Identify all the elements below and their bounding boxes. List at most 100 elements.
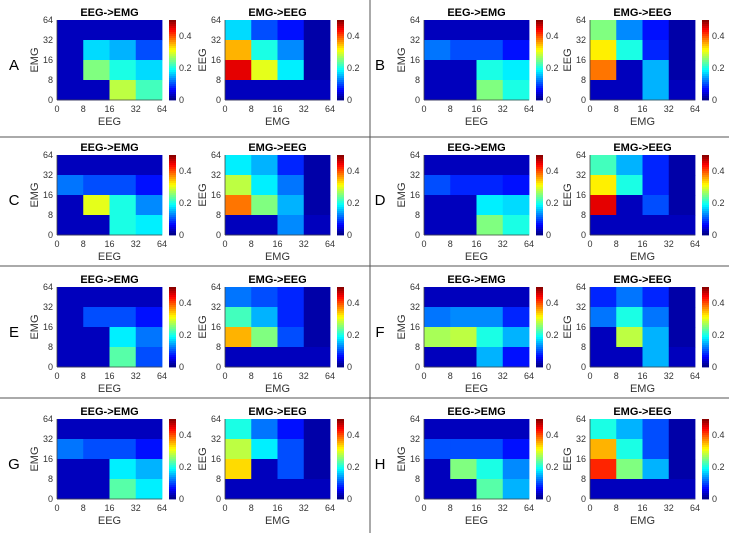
colorbar-segment	[169, 171, 176, 174]
colorbar-segment	[337, 199, 344, 202]
colorbar-segment	[702, 349, 709, 352]
colorbar-segment	[169, 425, 176, 428]
heatmap-cell	[590, 155, 617, 176]
y-tick-label: 32	[43, 434, 53, 444]
colorbar-segment	[337, 317, 344, 320]
colorbar-segment	[536, 203, 543, 206]
colorbar-segment	[702, 315, 709, 318]
heatmap-cell	[476, 195, 504, 216]
colorbar-tick-label: 0.4	[712, 166, 725, 176]
colorbar-segment	[337, 305, 344, 308]
colorbar-segment	[536, 453, 543, 456]
x-tick-label: 64	[325, 104, 335, 114]
colorbar-segment	[702, 441, 709, 444]
heatmap-cell	[109, 60, 137, 81]
colorbar-segment	[337, 445, 344, 448]
heatmap-cell	[135, 347, 163, 368]
colorbar-segment	[702, 493, 709, 496]
heatmap-cell	[450, 327, 477, 348]
heatmap-cell	[424, 80, 451, 101]
heatmap-cell	[642, 419, 670, 440]
colorbar-segment	[337, 36, 344, 39]
y-tick-label: 16	[576, 322, 586, 332]
heatmap-cell	[476, 419, 504, 440]
colorbar-segment	[702, 155, 709, 158]
colorbar-segment	[702, 231, 709, 234]
colorbar-tick-label: 0.4	[347, 298, 360, 308]
colorbar-tick-label: 0.2	[347, 63, 360, 73]
colorbar-segment	[337, 72, 344, 75]
heatmap-cell	[225, 195, 252, 216]
heatmap-cell	[616, 327, 643, 348]
colorbar-segment	[702, 431, 709, 434]
x-tick-label: 64	[157, 371, 167, 381]
colorbar-segment	[337, 76, 344, 79]
colorbar-segment	[169, 469, 176, 472]
colorbar-segment	[169, 179, 176, 182]
colorbar-segment	[337, 82, 344, 85]
heatmap-cell	[109, 80, 137, 101]
heatmap-emg-to-eeg: EMG->EEG 0 8 16 32 64 0 8 16 32 64 EMG EEG 0 0.2 0.4	[197, 274, 360, 395]
colorbar-segment	[169, 365, 176, 368]
colorbar-segment	[169, 177, 176, 180]
colorbar-segment	[337, 24, 344, 27]
colorbar-segment	[536, 44, 543, 47]
colorbar-segment	[536, 451, 543, 454]
y-tick-label: 0	[415, 494, 420, 504]
colorbar-segment	[536, 359, 543, 362]
colorbar-segment	[337, 60, 344, 63]
colorbar-segment	[337, 463, 344, 466]
colorbar-segment	[702, 361, 709, 364]
heatmap-cell	[590, 347, 617, 368]
colorbar-segment	[536, 321, 543, 324]
heatmap-cell	[450, 40, 477, 61]
colorbar-segment	[536, 197, 543, 200]
colorbar-segment	[169, 301, 176, 304]
heatmap-cell	[616, 155, 643, 176]
colorbar-segment	[169, 211, 176, 214]
colorbar-segment	[702, 48, 709, 51]
heatmap-cell	[225, 479, 252, 500]
colorbar-segment	[169, 223, 176, 226]
colorbar-segment	[337, 96, 344, 99]
colorbar-segment	[169, 495, 176, 498]
colorbar-segment	[536, 185, 543, 188]
heatmap-cell	[642, 439, 670, 460]
colorbar-segment	[337, 421, 344, 424]
heatmap-cell	[616, 215, 643, 236]
colorbar-segment	[169, 463, 176, 466]
y-tick-label: 64	[410, 414, 420, 424]
colorbar-segment	[169, 355, 176, 358]
heatmap-cell	[476, 175, 504, 196]
colorbar-segment	[169, 64, 176, 67]
colorbar-segment	[702, 221, 709, 224]
heatmap-cell	[277, 60, 305, 81]
colorbar-segment	[169, 343, 176, 346]
colorbar-segment	[169, 479, 176, 482]
colorbar-segment	[337, 329, 344, 332]
colorbar-segment	[702, 223, 709, 226]
colorbar-segment	[702, 229, 709, 232]
colorbar-segment	[536, 289, 543, 292]
colorbar-segment	[337, 227, 344, 230]
colorbar-segment	[169, 491, 176, 494]
y-tick-label: 64	[410, 282, 420, 292]
colorbar-segment	[337, 437, 344, 440]
colorbar-segment	[337, 423, 344, 426]
colorbar-segment	[536, 78, 543, 81]
heatmap-cell	[424, 459, 451, 480]
colorbar-segment	[702, 339, 709, 342]
colorbar-segment	[169, 317, 176, 320]
heatmap-cell	[668, 155, 696, 176]
y-tick-label: 64	[211, 150, 221, 160]
colorbar-segment	[337, 68, 344, 71]
y-tick-label: 64	[211, 414, 221, 424]
colorbar-segment	[536, 481, 543, 484]
x-tick-label: 8	[249, 503, 254, 513]
heatmap-cell	[450, 80, 477, 101]
heatmap-cell	[476, 80, 504, 101]
colorbar-segment	[536, 463, 543, 466]
x-tick-label: 8	[614, 371, 619, 381]
colorbar-tick-label: 0.4	[179, 31, 192, 41]
x-tick-label: 64	[690, 239, 700, 249]
